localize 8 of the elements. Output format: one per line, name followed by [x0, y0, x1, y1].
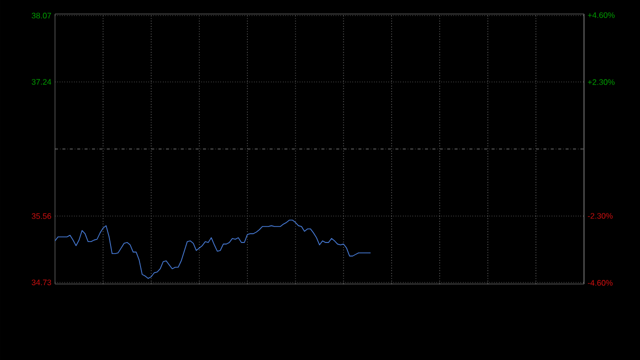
y-tick-label: 37.24	[32, 79, 52, 85]
y2-tick-label: -4.60%	[588, 280, 613, 286]
y2-tick-label: +2.30%	[588, 79, 615, 85]
y-tick-label: 35.56	[32, 213, 52, 219]
y2-tick-label: -2.30%	[588, 213, 613, 219]
y-tick-label: 38.07	[32, 12, 52, 18]
y-tick-label: 34.73	[32, 280, 52, 286]
y2-tick-label: +4.60%	[588, 12, 615, 18]
